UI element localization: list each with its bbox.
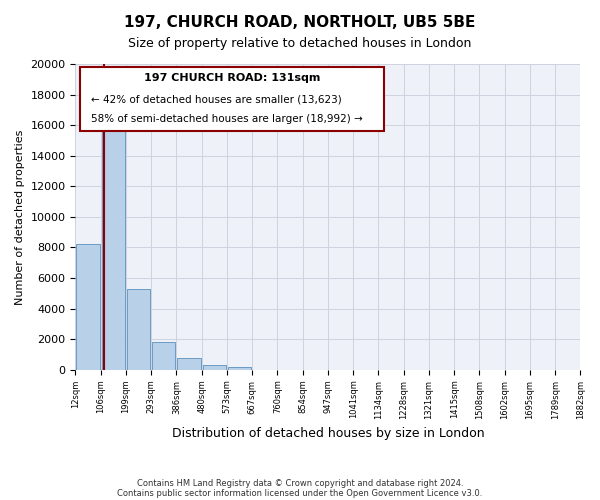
Text: 197 CHURCH ROAD: 131sqm: 197 CHURCH ROAD: 131sqm xyxy=(144,73,320,83)
Bar xyxy=(152,342,175,370)
Text: ← 42% of detached houses are smaller (13,623): ← 42% of detached houses are smaller (13… xyxy=(91,94,341,104)
Bar xyxy=(178,358,200,370)
Bar xyxy=(228,367,251,370)
Text: Contains HM Land Registry data © Crown copyright and database right 2024.: Contains HM Land Registry data © Crown c… xyxy=(137,478,463,488)
Text: Size of property relative to detached houses in London: Size of property relative to detached ho… xyxy=(128,38,472,51)
Text: 197, CHURCH ROAD, NORTHOLT, UB5 5BE: 197, CHURCH ROAD, NORTHOLT, UB5 5BE xyxy=(124,15,476,30)
Bar xyxy=(127,289,150,370)
Bar xyxy=(203,365,226,370)
Y-axis label: Number of detached properties: Number of detached properties xyxy=(15,129,25,304)
Text: 58% of semi-detached houses are larger (18,992) →: 58% of semi-detached houses are larger (… xyxy=(91,114,362,124)
Bar xyxy=(101,118,125,370)
FancyBboxPatch shape xyxy=(80,67,383,132)
Bar xyxy=(76,244,100,370)
Text: Contains public sector information licensed under the Open Government Licence v3: Contains public sector information licen… xyxy=(118,488,482,498)
X-axis label: Distribution of detached houses by size in London: Distribution of detached houses by size … xyxy=(172,427,484,440)
